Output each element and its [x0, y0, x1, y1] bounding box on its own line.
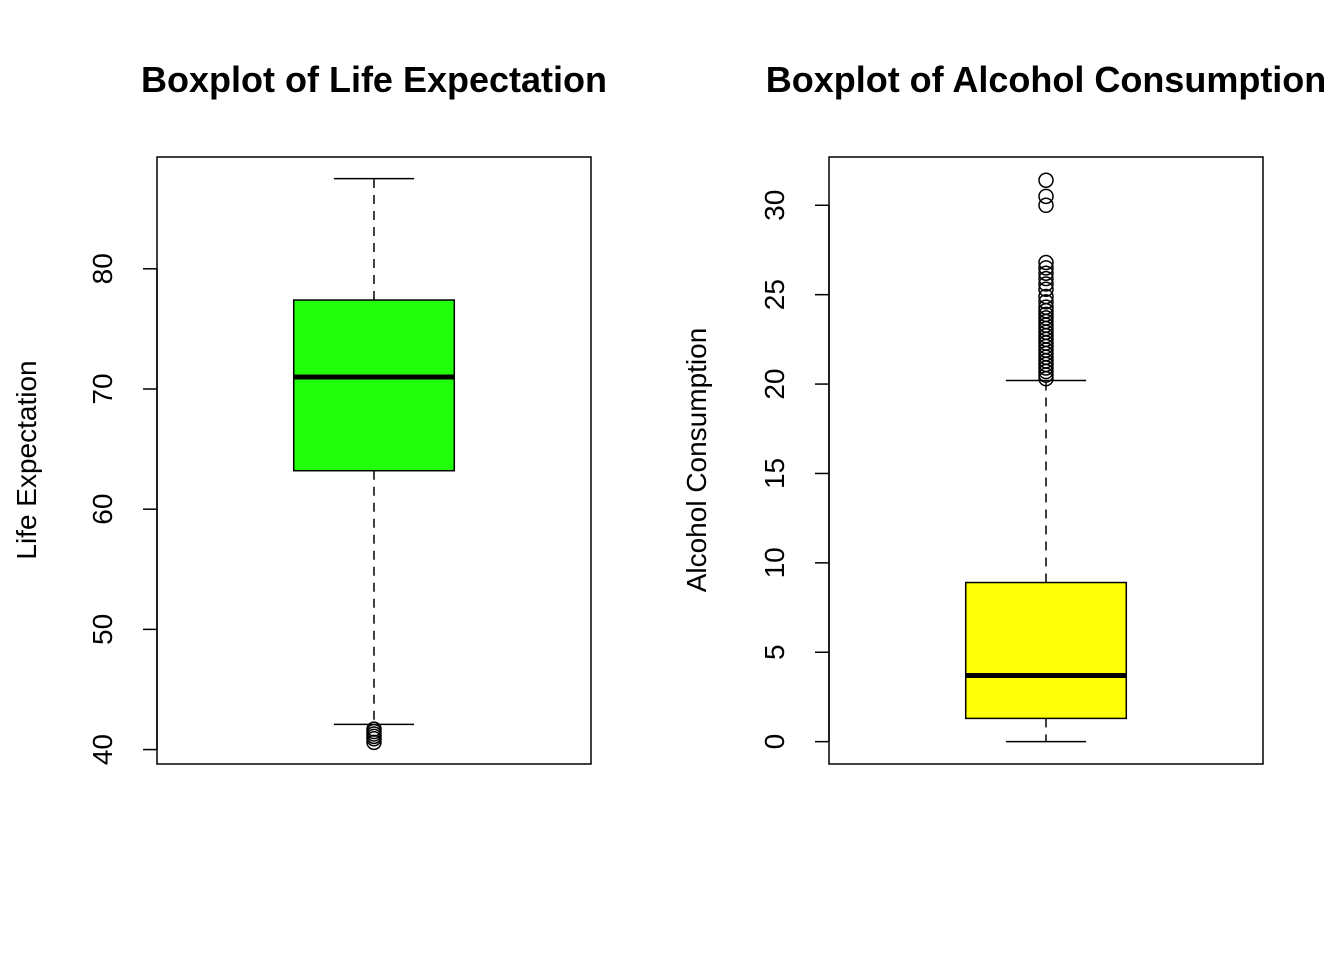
outlier-point — [366, 734, 382, 751]
y-axis-label: Alcohol Consumption — [681, 328, 712, 593]
y-tick-label: 10 — [759, 547, 790, 578]
outlier-point — [1038, 254, 1054, 271]
y-tick-label: 50 — [87, 614, 118, 645]
outlier-point — [1038, 299, 1054, 315]
outlier-point — [1038, 270, 1054, 287]
outlier-point — [1038, 276, 1054, 292]
y-axis: 0 5 10 15 20 25 30 — [759, 190, 830, 750]
outlier-point — [1038, 281, 1054, 298]
y-tick-label: 15 — [759, 458, 790, 489]
outlier-point — [1038, 294, 1054, 310]
chart-title: Boxplot of Life Expectation — [141, 59, 607, 100]
life-expectation-chart: Boxplot of Life Expectation Life Expecta… — [11, 59, 607, 765]
outlier-point — [1038, 265, 1054, 281]
y-tick-label: 0 — [759, 734, 790, 750]
y-tick-label: 20 — [759, 368, 790, 399]
outlier-point — [366, 721, 382, 737]
y-tick-label: 60 — [87, 494, 118, 525]
outlier-point — [1038, 310, 1054, 326]
outlier-point — [1038, 188, 1054, 205]
boxplot — [292, 177, 456, 751]
y-tick-label: 5 — [759, 644, 790, 660]
outlier-point — [1038, 306, 1054, 323]
outlier-point — [1038, 172, 1054, 188]
alcohol-consumption-chart: Boxplot of Alcohol Consumption Alcohol C… — [681, 59, 1327, 765]
iqr-box — [964, 581, 1128, 720]
y-tick-label: 70 — [87, 373, 118, 404]
outlier-point — [1038, 260, 1054, 276]
y-axis-label: Life Expectation — [11, 360, 42, 559]
iqr-box — [292, 299, 456, 472]
boxplot — [964, 172, 1128, 743]
chart-title: Boxplot of Alcohol Consumption — [766, 59, 1327, 100]
y-tick-label: 40 — [87, 734, 118, 765]
outlier-point — [1038, 197, 1054, 214]
y-axis: 40 50 60 70 80 — [87, 253, 158, 765]
outlier-point — [1038, 288, 1054, 305]
y-tick-label: 25 — [759, 279, 790, 310]
y-tick-label: 80 — [87, 253, 118, 284]
y-tick-label: 30 — [759, 190, 790, 221]
